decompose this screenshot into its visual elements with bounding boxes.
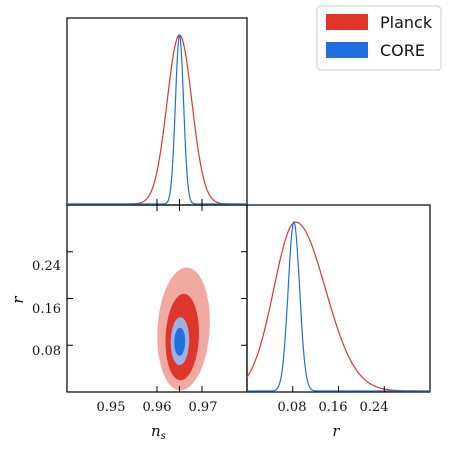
legend: Planck CORE [316, 5, 442, 71]
curve-ns-planck [67, 34, 247, 205]
curve-ns-core [67, 34, 247, 205]
x-axis-label-ns-sub: s [161, 431, 166, 442]
tick-label-r-y-1: 0.16 [32, 302, 61, 317]
tick-label-ns-0: 0.95 [97, 400, 126, 415]
x-axis-label-r: r [332, 422, 340, 440]
x-axis-label-ns-main: n [151, 422, 161, 440]
curve-r-planck [246, 221, 430, 392]
marginal-curves [67, 34, 430, 392]
legend-label-planck: Planck [380, 13, 433, 32]
x-axis-label-ns: ns [151, 422, 166, 442]
axis-ticks [67, 199, 385, 392]
tick-label-r-x-2: 0.24 [360, 400, 389, 415]
tick-label-r-x-0: 0.08 [278, 400, 307, 415]
tick-label-r-x-1: 0.16 [319, 400, 348, 415]
tick-label-ns-2: 0.97 [189, 400, 218, 415]
y-axis-label-r: r [9, 296, 27, 304]
panel-ns-marginal [66, 17, 248, 206]
legend-label-core: CORE [380, 41, 425, 60]
tick-label-r-y-0: 0.08 [32, 344, 61, 359]
legend-swatch-core [326, 42, 368, 58]
panel-ns-r-joint [66, 204, 248, 393]
tick-label-ns-1: 0.96 [143, 400, 172, 415]
legend-swatch-planck [326, 14, 368, 30]
panel-r-marginal [246, 204, 431, 393]
tick-label-r-y-2: 0.24 [32, 259, 61, 274]
joint-contours [157, 267, 210, 391]
contour-core-68pct [174, 327, 186, 356]
curve-r-core [247, 220, 430, 392]
